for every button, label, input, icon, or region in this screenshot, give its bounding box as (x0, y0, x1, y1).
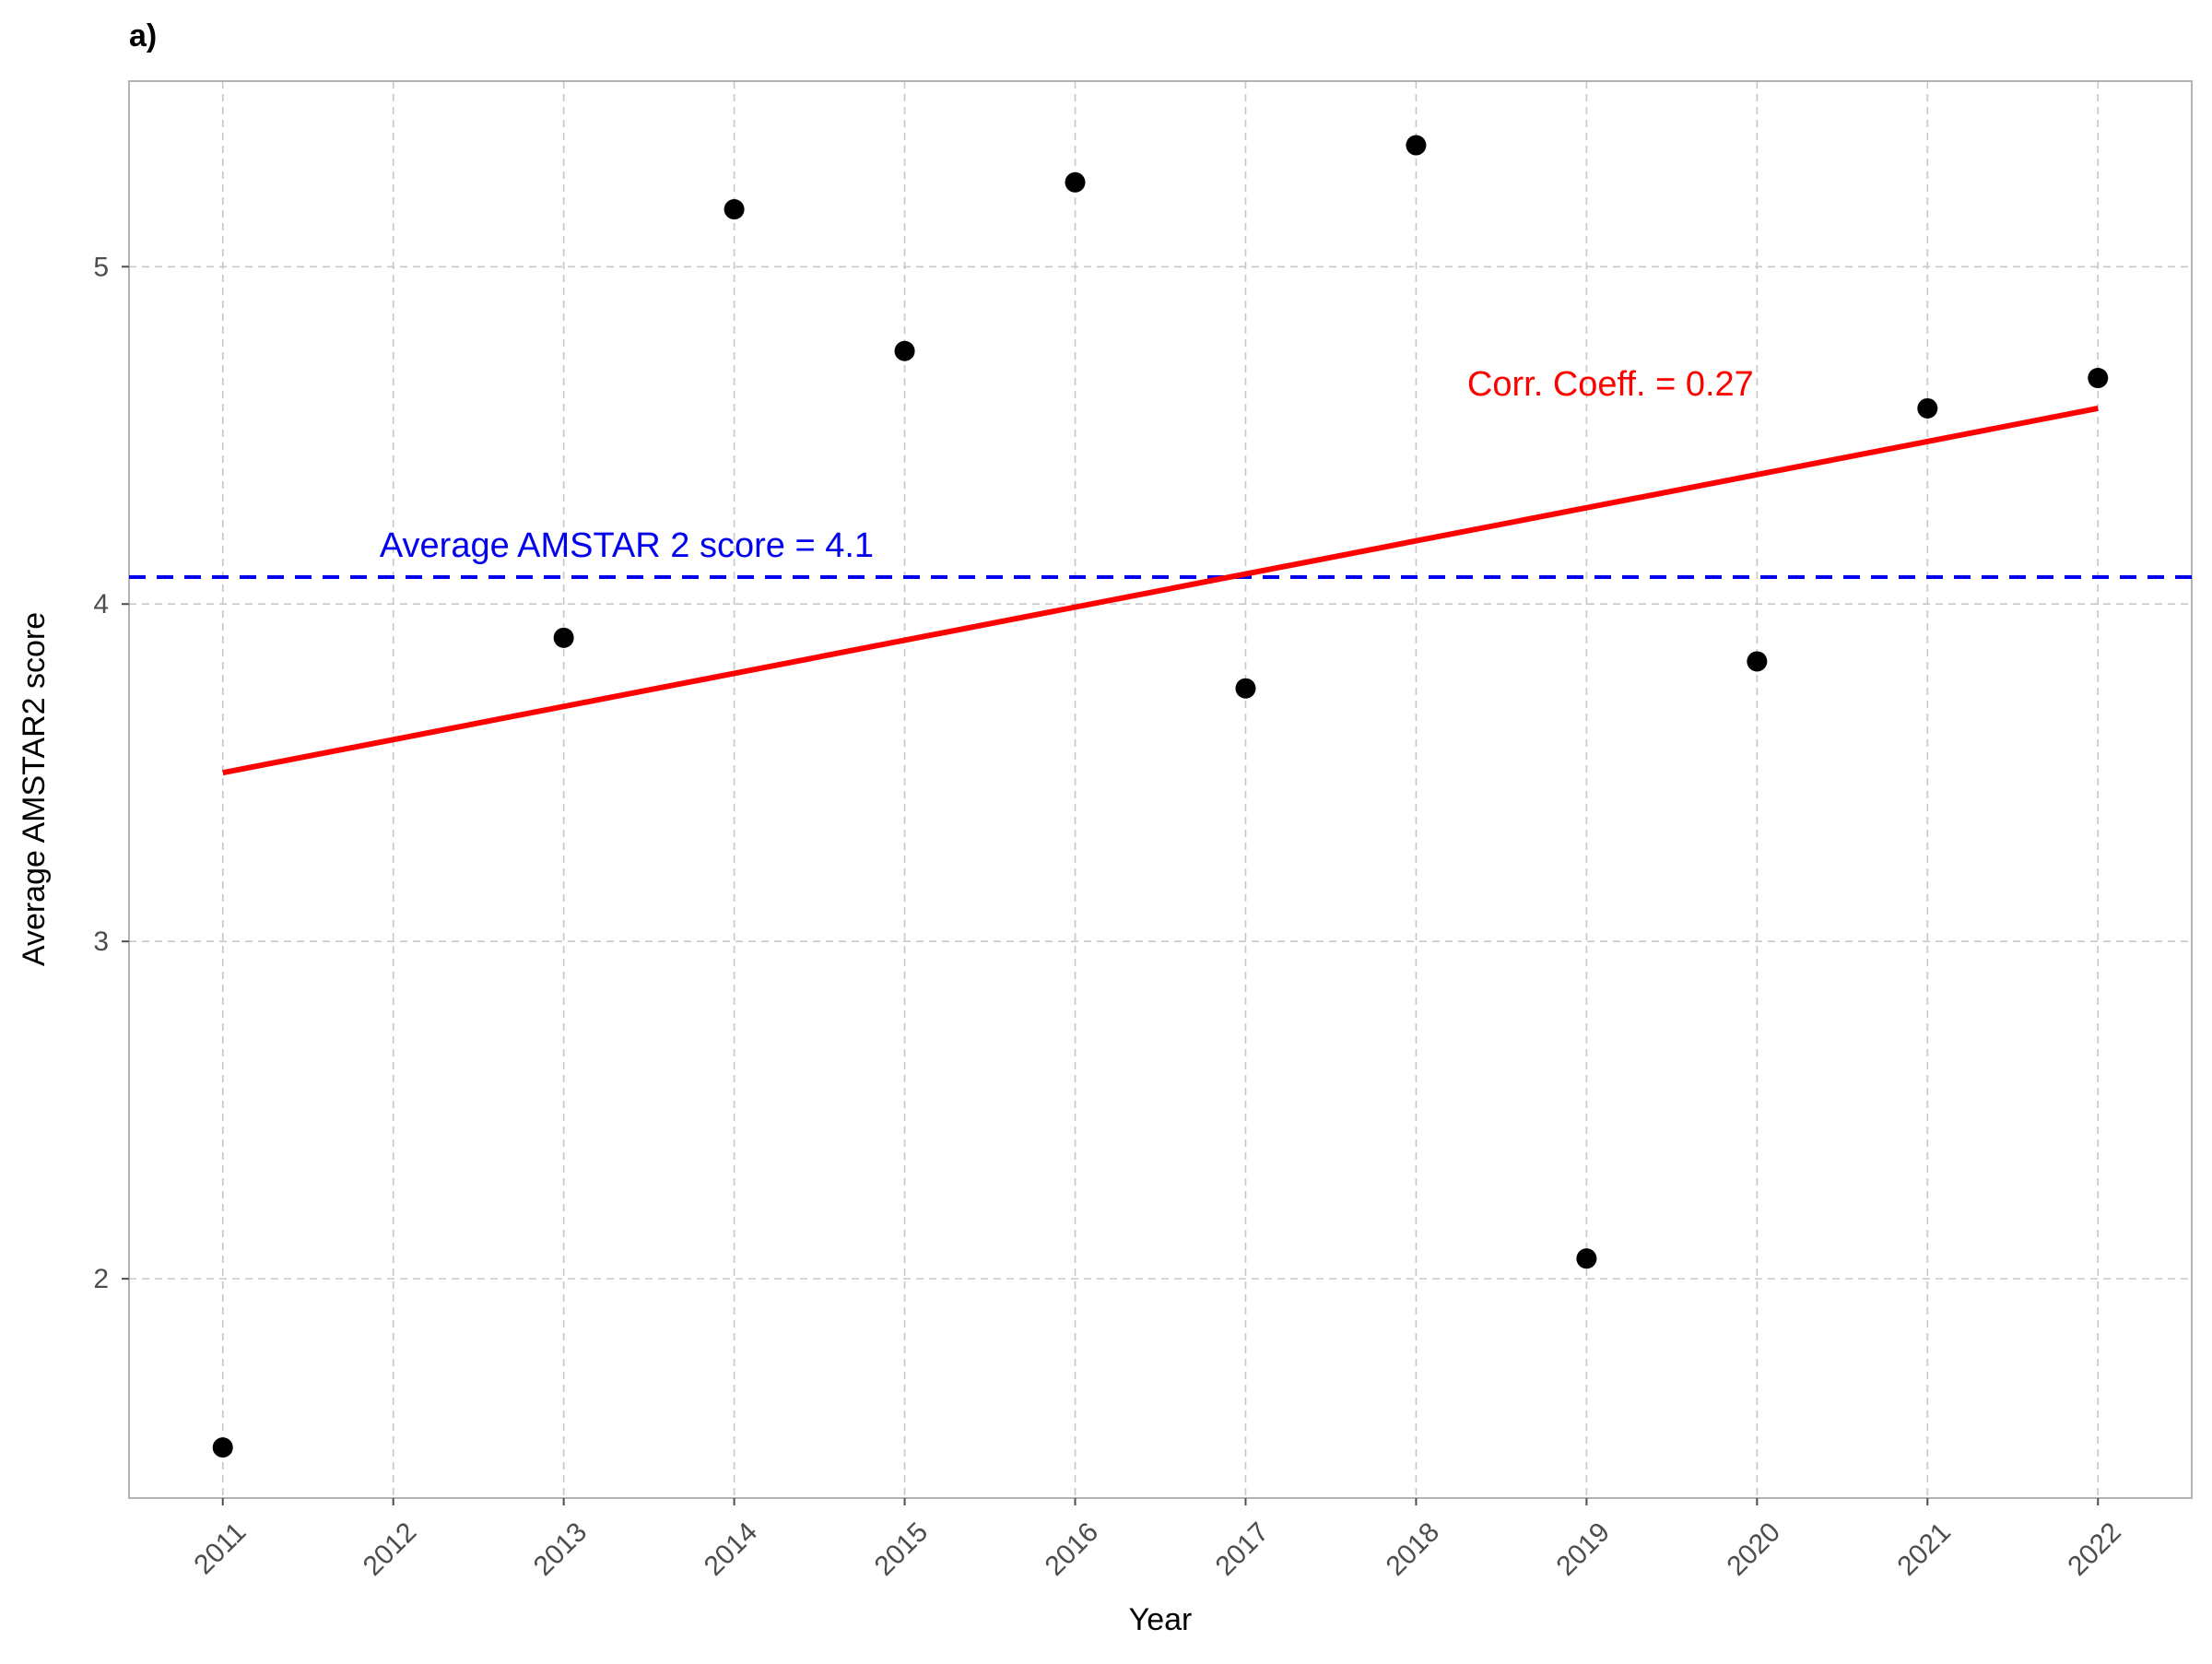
data-point-2016 (1065, 171, 1086, 193)
y-tick-label-4: 4 (93, 589, 109, 620)
data-point-2022 (2088, 368, 2109, 389)
x-tick-label-2022: 2022 (2062, 1516, 2127, 1582)
y-tick-label-5: 5 (93, 252, 109, 282)
average-line-label: Average AMSTAR 2 score = 4.1 (380, 526, 874, 565)
data-point-2013 (553, 627, 574, 648)
data-point-2017 (1235, 678, 1256, 699)
x-tick-label-2016: 2016 (1040, 1516, 1105, 1582)
y-axis-ticks: 2 3 4 5 (93, 252, 129, 1294)
x-tick-label-2014: 2014 (699, 1516, 764, 1582)
y-axis-title: Average AMSTAR2 score (17, 612, 52, 966)
x-tick-label-2019: 2019 (1551, 1516, 1617, 1582)
trend-line (222, 406, 2099, 776)
x-tick-label-2011: 2011 (188, 1516, 252, 1580)
x-tick-label-2018: 2018 (1381, 1516, 1446, 1582)
y-tick-label-2: 2 (93, 1264, 109, 1294)
panel-label: a) (129, 18, 157, 53)
x-tick-label-2020: 2020 (1721, 1516, 1786, 1582)
x-axis-title: Year (1129, 1602, 1193, 1637)
plot-panel-border (128, 80, 2193, 1499)
x-tick-label-2017: 2017 (1210, 1516, 1276, 1582)
x-tick-label-2012: 2012 (358, 1516, 423, 1582)
x-tick-label-2015: 2015 (869, 1516, 935, 1582)
data-points (212, 135, 2109, 1458)
data-point-2020 (1747, 651, 1768, 672)
data-point-2015 (894, 340, 915, 361)
data-point-2019 (1576, 1248, 1597, 1269)
data-point-2014 (724, 199, 745, 220)
x-tick-label-2021: 2021 (1891, 1516, 1957, 1582)
data-point-2021 (1917, 397, 1938, 419)
data-point-2011 (212, 1437, 233, 1458)
y-tick-label-3: 3 (93, 926, 109, 957)
average-line-group: Average AMSTAR 2 score = 4.1 (129, 526, 2192, 579)
x-axis-ticks: 2011 2012 2013 2014 2015 2016 2017 2018 2019 2020… (188, 1498, 2127, 1582)
trend-line-label: Corr. Coeff. = 0.27 (1467, 365, 1754, 404)
trend-line-group: Corr. Coeff. = 0.27 (222, 365, 2099, 776)
data-point-2018 (1406, 135, 1427, 156)
grid-lines (129, 81, 2192, 1498)
x-tick-label-2013: 2013 (528, 1516, 594, 1582)
